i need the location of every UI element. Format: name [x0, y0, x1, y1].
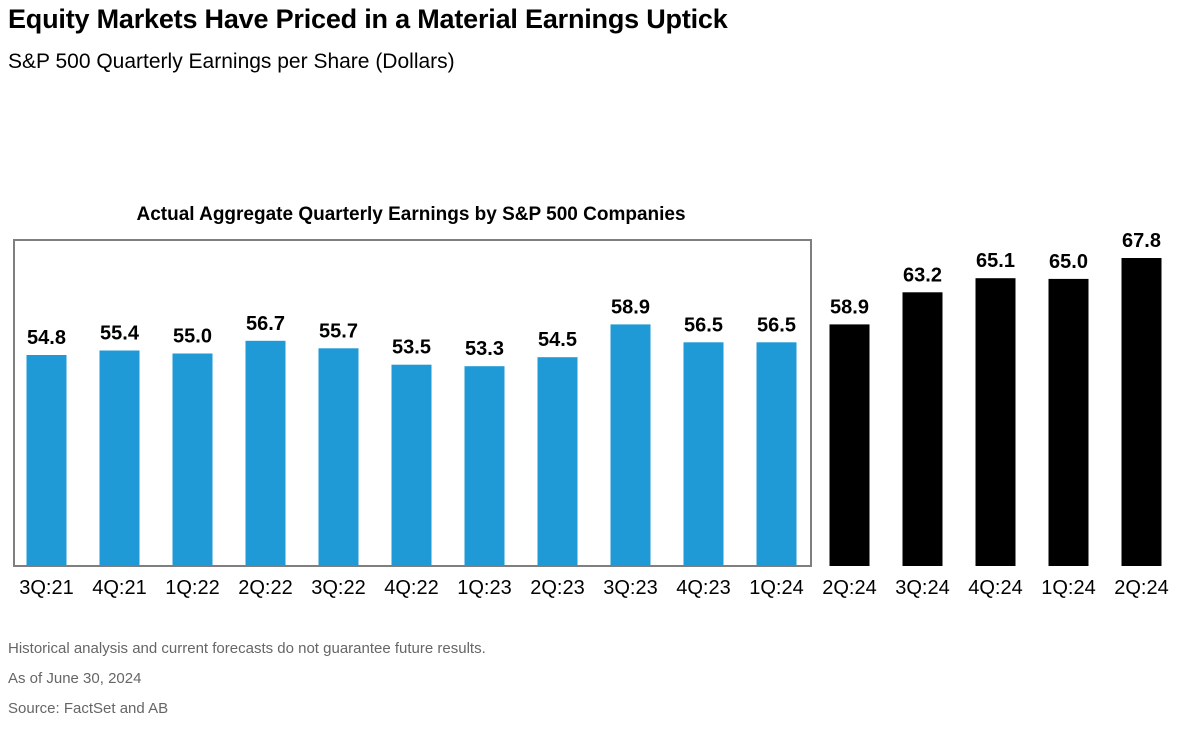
x-tick-label-4: 3Q:22: [311, 577, 365, 599]
bar-value-label-9: 56.5: [684, 314, 723, 336]
forecast-bar-14: [1048, 278, 1089, 566]
x-tick-label-2: 1Q:22: [165, 577, 219, 599]
actual-bar-9: [683, 342, 724, 566]
x-tick-label-11: 2Q:24: [822, 577, 876, 599]
chart-subtitle: S&P 500 Quarterly Earnings per Share (Do…: [8, 50, 455, 73]
forecast-bar-12: [902, 292, 943, 566]
actual-bar-8: [610, 324, 651, 566]
bar-value-label-12: 63.2: [903, 264, 942, 286]
forecast-bar-11: [829, 324, 870, 566]
actual-bar-5: [391, 364, 432, 566]
bar-value-label-1: 55.4: [100, 323, 140, 345]
bar-value-label-14: 65.0: [1049, 251, 1088, 273]
x-tick-label-8: 3Q:23: [603, 577, 657, 599]
actual-bar-2: [172, 353, 213, 566]
x-tick-label-1: 4Q:21: [92, 577, 146, 599]
forecast-bar-15: [1121, 258, 1162, 566]
x-tick-label-6: 1Q:23: [457, 577, 511, 599]
x-tick-label-5: 4Q:22: [384, 577, 438, 599]
x-tick-label-3: 2Q:22: [238, 577, 292, 599]
actual-bar-0: [26, 355, 67, 566]
bar-value-label-6: 53.3: [465, 338, 504, 360]
disclaimer-note: Historical analysis and current forecast…: [8, 640, 486, 657]
bar-value-label-15: 67.8: [1122, 230, 1161, 252]
x-tick-label-9: 4Q:23: [676, 577, 730, 599]
x-tick-label-15: 2Q:24: [1114, 577, 1168, 599]
x-tick-label-14: 1Q:24: [1041, 577, 1095, 599]
x-tick-label-0: 3Q:21: [19, 577, 73, 599]
bar-value-label-3: 56.7: [246, 313, 285, 335]
actual-bar-6: [464, 366, 505, 566]
actual-bar-1: [99, 350, 140, 566]
bar-value-label-7: 54.5: [538, 329, 577, 351]
x-tick-label-12: 3Q:24: [895, 577, 949, 599]
source-note: Source: FactSet and AB: [8, 700, 169, 717]
actual-bar-7: [537, 357, 578, 566]
actual-bar-3: [245, 340, 286, 566]
x-tick-label-10: 1Q:24: [749, 577, 803, 599]
bar-value-label-5: 53.5: [392, 337, 431, 359]
actual-bar-10: [756, 342, 797, 566]
x-tick-label-7: 2Q:23: [530, 577, 584, 599]
bar-value-label-13: 65.1: [976, 250, 1015, 272]
bar-value-label-8: 58.9: [611, 296, 650, 318]
bar-value-label-10: 56.5: [757, 314, 796, 336]
chart-title: Equity Markets Have Priced in a Material…: [8, 4, 728, 34]
bar-value-label-0: 54.8: [27, 327, 66, 349]
bar-value-label-2: 55.0: [173, 326, 212, 348]
earnings-bar-chart: Actual Aggregate Quarterly Earnings by S…: [13, 204, 1169, 599]
bar-value-label-11: 58.9: [830, 296, 869, 318]
forecast-bar-13: [975, 278, 1016, 566]
actual-earnings-label: Actual Aggregate Quarterly Earnings by S…: [136, 204, 685, 225]
actual-bar-4: [318, 348, 359, 566]
x-tick-label-13: 4Q:24: [968, 577, 1022, 599]
bar-value-label-4: 55.7: [319, 320, 358, 342]
as-of-date: As of June 30, 2024: [8, 670, 142, 687]
